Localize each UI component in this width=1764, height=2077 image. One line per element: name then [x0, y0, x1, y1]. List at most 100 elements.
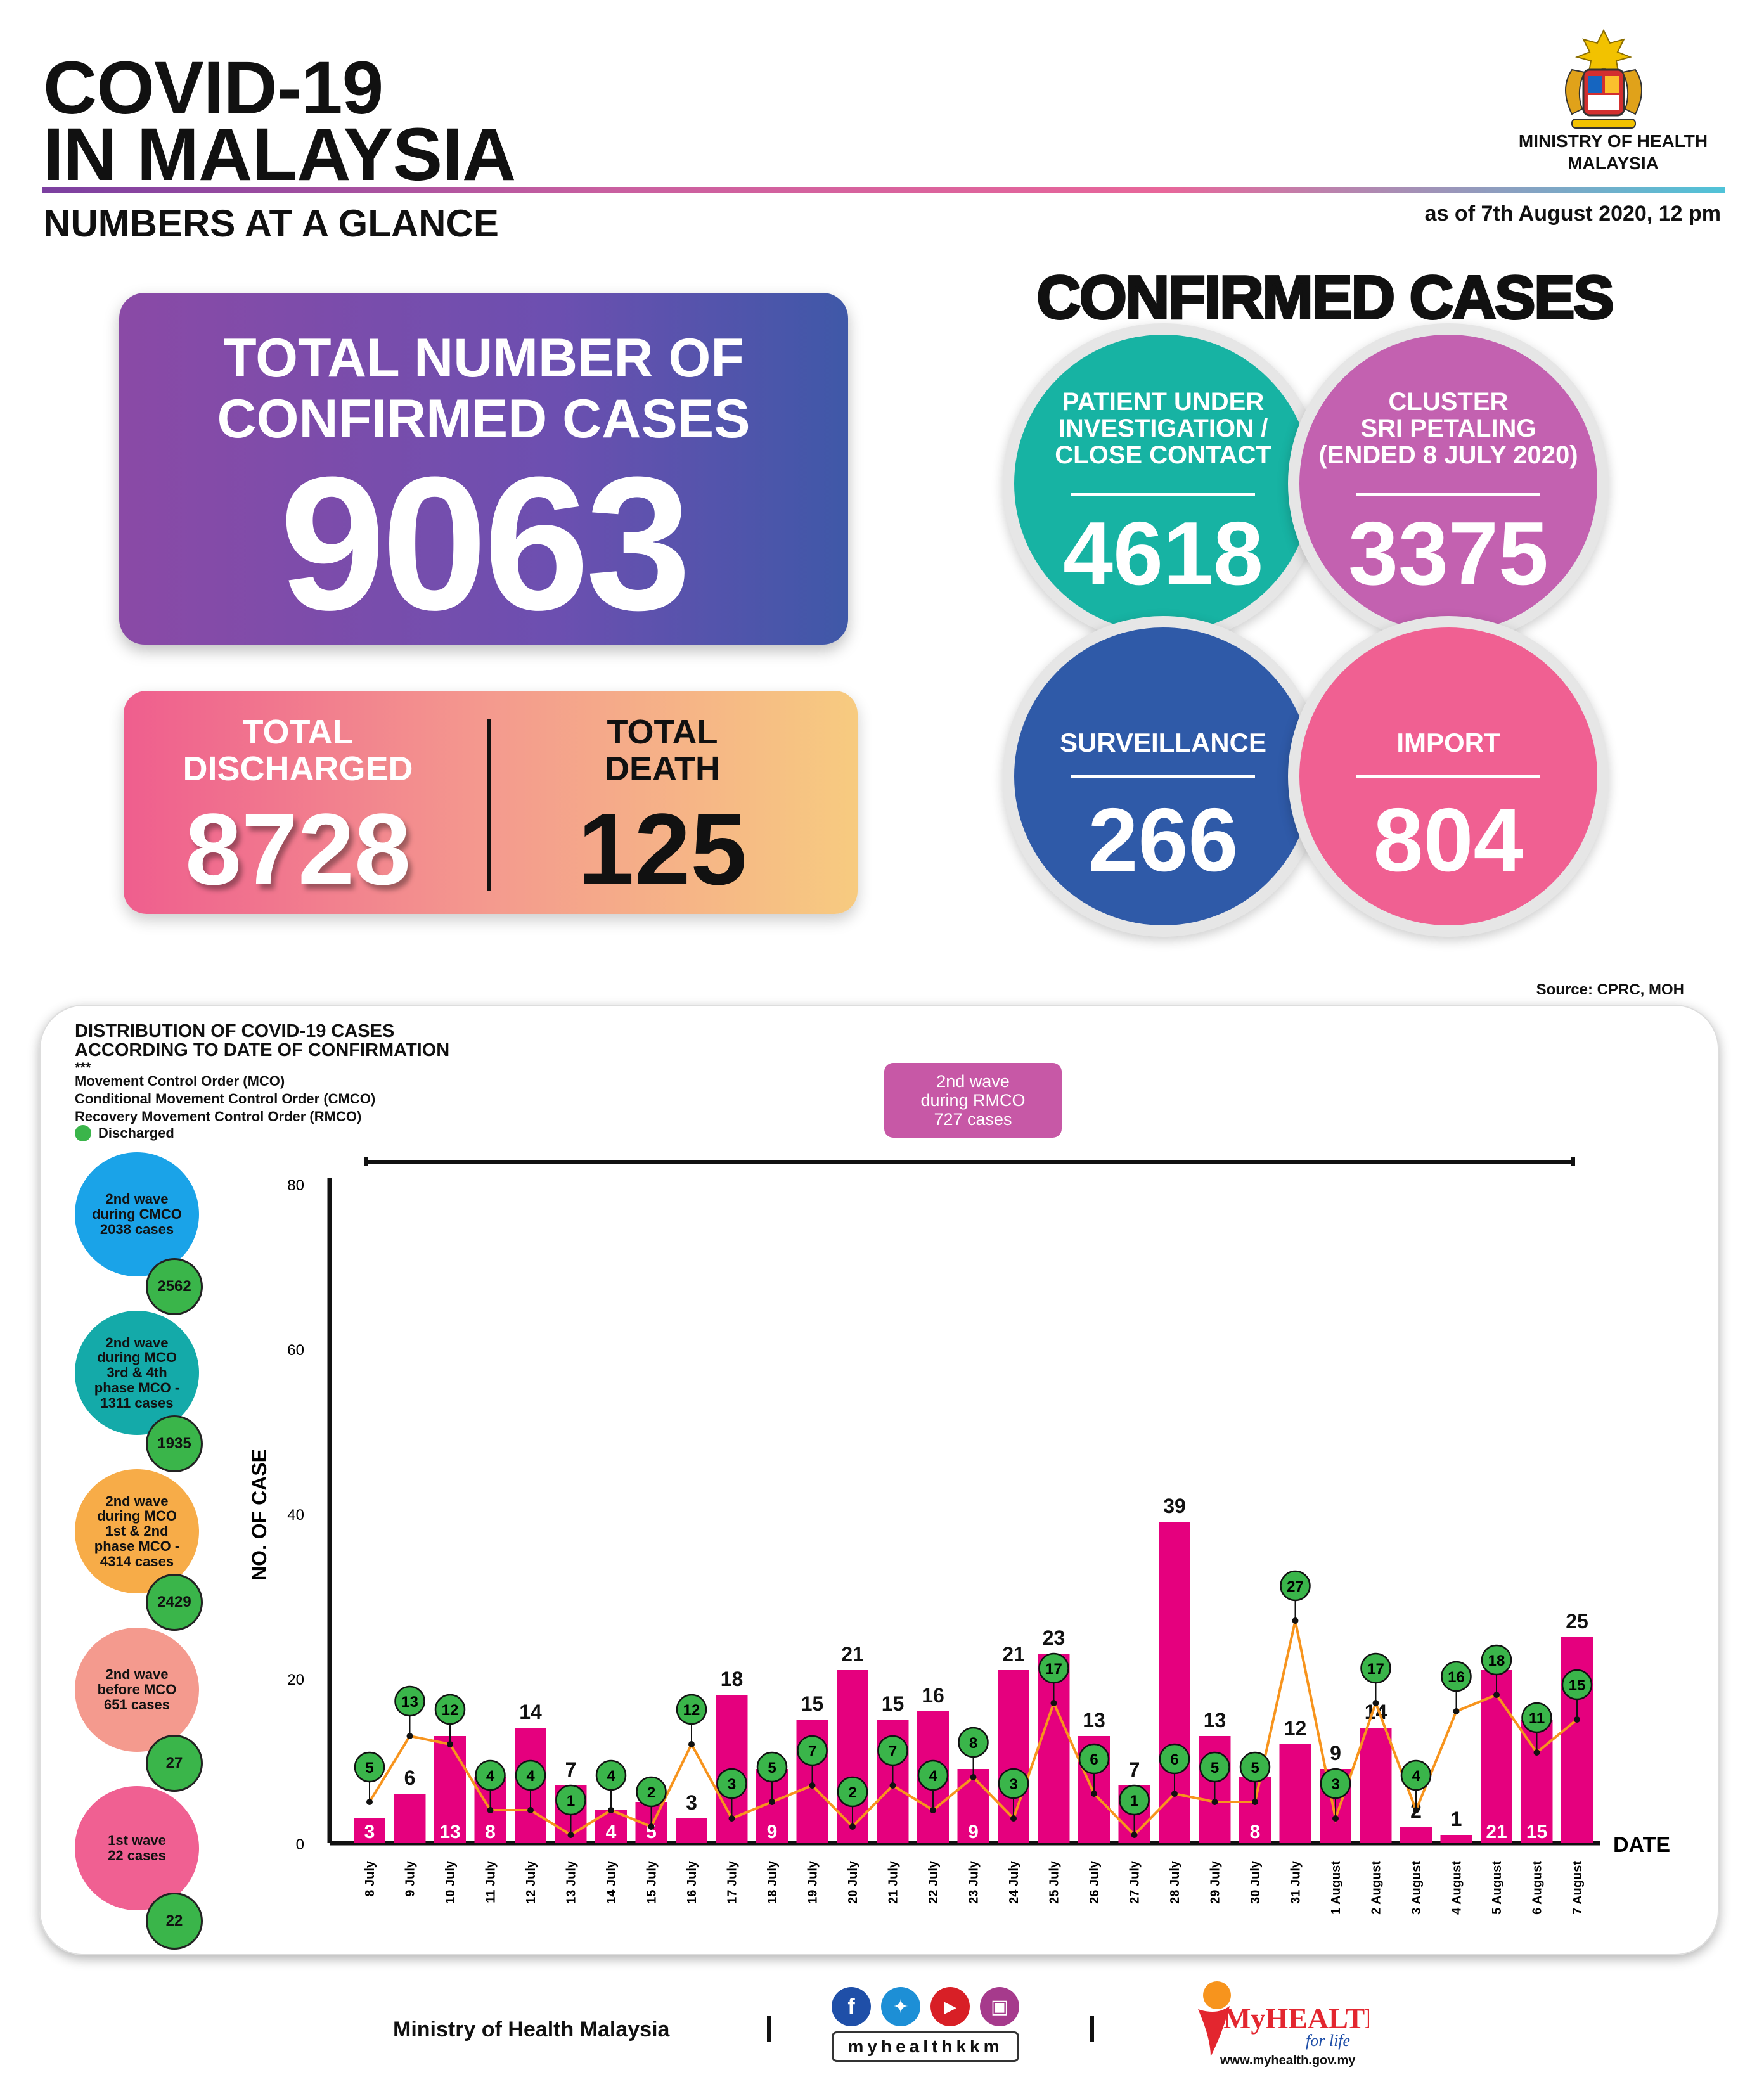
- rmco-bracket: [364, 1157, 1575, 1166]
- x-axis-label: DATE: [1613, 1833, 1670, 1857]
- bar: [1400, 1827, 1432, 1843]
- wave-first-label: 1st wave 22 cases: [108, 1832, 166, 1863]
- x-tick-label: 23 July: [967, 1860, 981, 1904]
- discharged-value-label: 17: [1045, 1661, 1062, 1678]
- discharged-death-card: TOTAL DISCHARGED 8728 TOTAL DEATH 125: [124, 691, 858, 914]
- discharged-value-label: 3: [1009, 1776, 1017, 1793]
- bar-value-label: 14: [519, 1701, 542, 1723]
- bar-value-label: 8: [485, 1822, 496, 1842]
- cluster-rule: [1356, 493, 1540, 496]
- discharged-point: [809, 1782, 816, 1789]
- page-title-line1: COVID-19: [43, 46, 383, 130]
- discharged-point: [608, 1807, 614, 1813]
- wave-before-mco-discharged: 27: [146, 1735, 203, 1792]
- discharged-value-label: 3: [728, 1776, 736, 1793]
- discharged-badge: [394, 1685, 425, 1717]
- bar: [1440, 1835, 1472, 1843]
- discharged-badge: [1159, 1743, 1190, 1775]
- confirmed-cases-title: CONFIRMED CASES: [1036, 262, 1616, 333]
- discharged-point: [930, 1807, 936, 1813]
- footer-ministry: Ministry of Health Malaysia: [393, 2017, 670, 2042]
- malaysia-coat-of-arms-logo: [1565, 29, 1642, 129]
- discharged-badge: [1481, 1644, 1512, 1676]
- bar-value-label: 7: [565, 1758, 577, 1781]
- total-confirmed-value: 9063: [280, 437, 691, 650]
- facebook-icon[interactable]: f: [832, 1987, 871, 2026]
- discharged-badge: [1280, 1570, 1311, 1602]
- bar-value-label: 13: [439, 1822, 460, 1842]
- x-tick-label: 26 July: [1088, 1860, 1102, 1904]
- wave-cmco-label: 2nd wave during CMCO 2038 cases: [92, 1191, 182, 1237]
- import-value: 804: [1373, 790, 1524, 891]
- discharged-value-label: 12: [683, 1702, 700, 1719]
- discharged-point: [567, 1832, 574, 1838]
- discharged-point: [406, 1733, 413, 1739]
- discharged-value-label: 3: [1331, 1776, 1339, 1793]
- discharged-badge: [917, 1759, 949, 1791]
- surveillance-label: SURVEILLANCE: [1060, 728, 1266, 757]
- discharged-value-label: 2: [848, 1784, 856, 1801]
- header-divider: [42, 187, 1725, 193]
- discharged-badge: [797, 1735, 828, 1766]
- y-axis-label: NO. OF CASE: [248, 1449, 271, 1581]
- youtube-icon[interactable]: ▶: [930, 1987, 970, 2026]
- x-tick-label: 13 July: [565, 1860, 579, 1904]
- source-note: Source: CPRC, MOH: [1536, 981, 1684, 998]
- wave-cmco-circle: 2nd wave during CMCO 2038 cases: [75, 1152, 199, 1276]
- bar-value-label: 25: [1566, 1610, 1588, 1633]
- discharged-badge: [676, 1694, 707, 1725]
- bar-value-label: 9: [968, 1822, 979, 1842]
- instagram-icon[interactable]: ▣: [980, 1987, 1019, 2026]
- discharged-point: [1292, 1617, 1299, 1624]
- import-label: IMPORT: [1396, 728, 1500, 757]
- wave-mco34-label: 2nd wave during MCO 3rd & 4th phase MCO …: [94, 1334, 180, 1411]
- discharged-value-label: 11: [1529, 1710, 1545, 1727]
- discharged-value-label: 5: [365, 1759, 373, 1777]
- myhealth-logo: MyHEALTH for life: [1198, 1981, 1369, 2057]
- discharged-badge: [1360, 1652, 1391, 1684]
- x-tick-label: 14 July: [605, 1860, 619, 1904]
- bar-value-label: 8: [1250, 1822, 1261, 1842]
- card-divider: [487, 719, 491, 891]
- social-handle[interactable]: myhealthkkm: [832, 2031, 1019, 2062]
- x-tick-label: 8 July: [363, 1860, 377, 1897]
- import-rule: [1356, 775, 1540, 778]
- x-tick-label: 10 July: [444, 1860, 458, 1904]
- x-tick-label: 6 August: [1531, 1861, 1545, 1915]
- discharged-badge: [1078, 1743, 1110, 1775]
- x-tick-label: 18 July: [766, 1860, 780, 1904]
- discharged-point: [849, 1823, 856, 1830]
- total-discharged-value: 8728: [185, 792, 411, 906]
- discharged-value-label: 6: [1090, 1751, 1098, 1768]
- bar-value-label: 18: [721, 1668, 744, 1690]
- x-tick-label: 11 July: [484, 1860, 498, 1903]
- legend-discharged: Discharged: [98, 1125, 174, 1141]
- discharged-point: [648, 1823, 655, 1830]
- page-title-line2: IN MALAYSIA: [43, 113, 516, 196]
- discharged-point: [688, 1741, 695, 1747]
- x-tick-label: 21 July: [887, 1860, 901, 1904]
- surveillance-rule: [1071, 775, 1255, 778]
- as-of-date: as of 7th August 2020, 12 pm: [1424, 202, 1721, 226]
- x-tick-label: 9 July: [404, 1860, 418, 1897]
- discharged-value-label: 27: [1287, 1578, 1304, 1595]
- discharged-badge: [595, 1759, 627, 1791]
- bar-value-label: 21: [1002, 1643, 1025, 1666]
- total-death-value: 125: [577, 792, 747, 906]
- x-tick-label: 17 July: [726, 1860, 740, 1904]
- x-tick-label: 19 July: [806, 1860, 820, 1904]
- discharged-value-label: 5: [768, 1759, 776, 1777]
- myhealth-tagline: for life: [1306, 2031, 1350, 2050]
- discharged-value-label: 1: [567, 1792, 575, 1810]
- surveillance-circle: SURVEILLANCE 266: [1003, 616, 1323, 937]
- y-tick-label: 0: [296, 1836, 304, 1853]
- bar-value-label: 1: [1451, 1808, 1462, 1830]
- wave-mco34-circle: 2nd wave during MCO 3rd & 4th phase MCO …: [75, 1311, 199, 1435]
- discharged-value-label: 5: [1211, 1759, 1219, 1777]
- twitter-icon[interactable]: ✦: [881, 1987, 920, 2026]
- discharged-point: [527, 1807, 534, 1813]
- bar-value-label: 7: [1129, 1758, 1140, 1781]
- wave-first-discharged: 22: [146, 1893, 203, 1950]
- x-tick-label: 2 August: [1370, 1861, 1384, 1915]
